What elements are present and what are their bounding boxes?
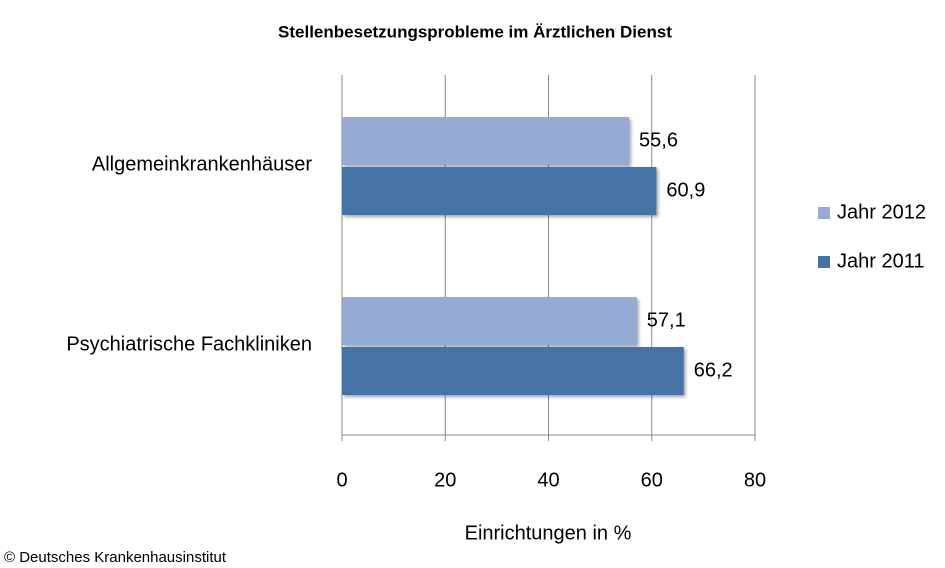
legend-swatch bbox=[818, 256, 830, 268]
bar bbox=[342, 347, 684, 395]
legend-label: Jahr 2011 bbox=[837, 250, 924, 272]
bar bbox=[342, 117, 630, 165]
legend-label: Jahr 2012 bbox=[837, 201, 926, 223]
y-tick-label: Allgemeinkrankenhäuser bbox=[92, 153, 312, 175]
data-label: 60,9 bbox=[666, 179, 705, 201]
legend-swatch bbox=[818, 207, 830, 219]
y-tick-label: Psychiatrische Fachkliniken bbox=[66, 333, 312, 355]
bar bbox=[342, 167, 657, 215]
x-tick-label: 80 bbox=[744, 469, 766, 491]
x-tick-label: 20 bbox=[434, 469, 456, 491]
chart-title: Stellenbesetzungsprobleme im Ärztlichen … bbox=[278, 22, 672, 41]
x-tick-label: 40 bbox=[537, 469, 559, 491]
data-label: 55,6 bbox=[639, 129, 678, 151]
data-label: 57,1 bbox=[647, 309, 686, 331]
x-tick-label: 0 bbox=[336, 469, 347, 491]
source: © Deutsches Krankenhausinstitut bbox=[4, 549, 227, 566]
x-tick-label: 60 bbox=[641, 469, 663, 491]
x-axis-label: Einrichtungen in % bbox=[465, 522, 632, 544]
data-label: 66,2 bbox=[694, 359, 733, 381]
bar bbox=[342, 297, 637, 345]
